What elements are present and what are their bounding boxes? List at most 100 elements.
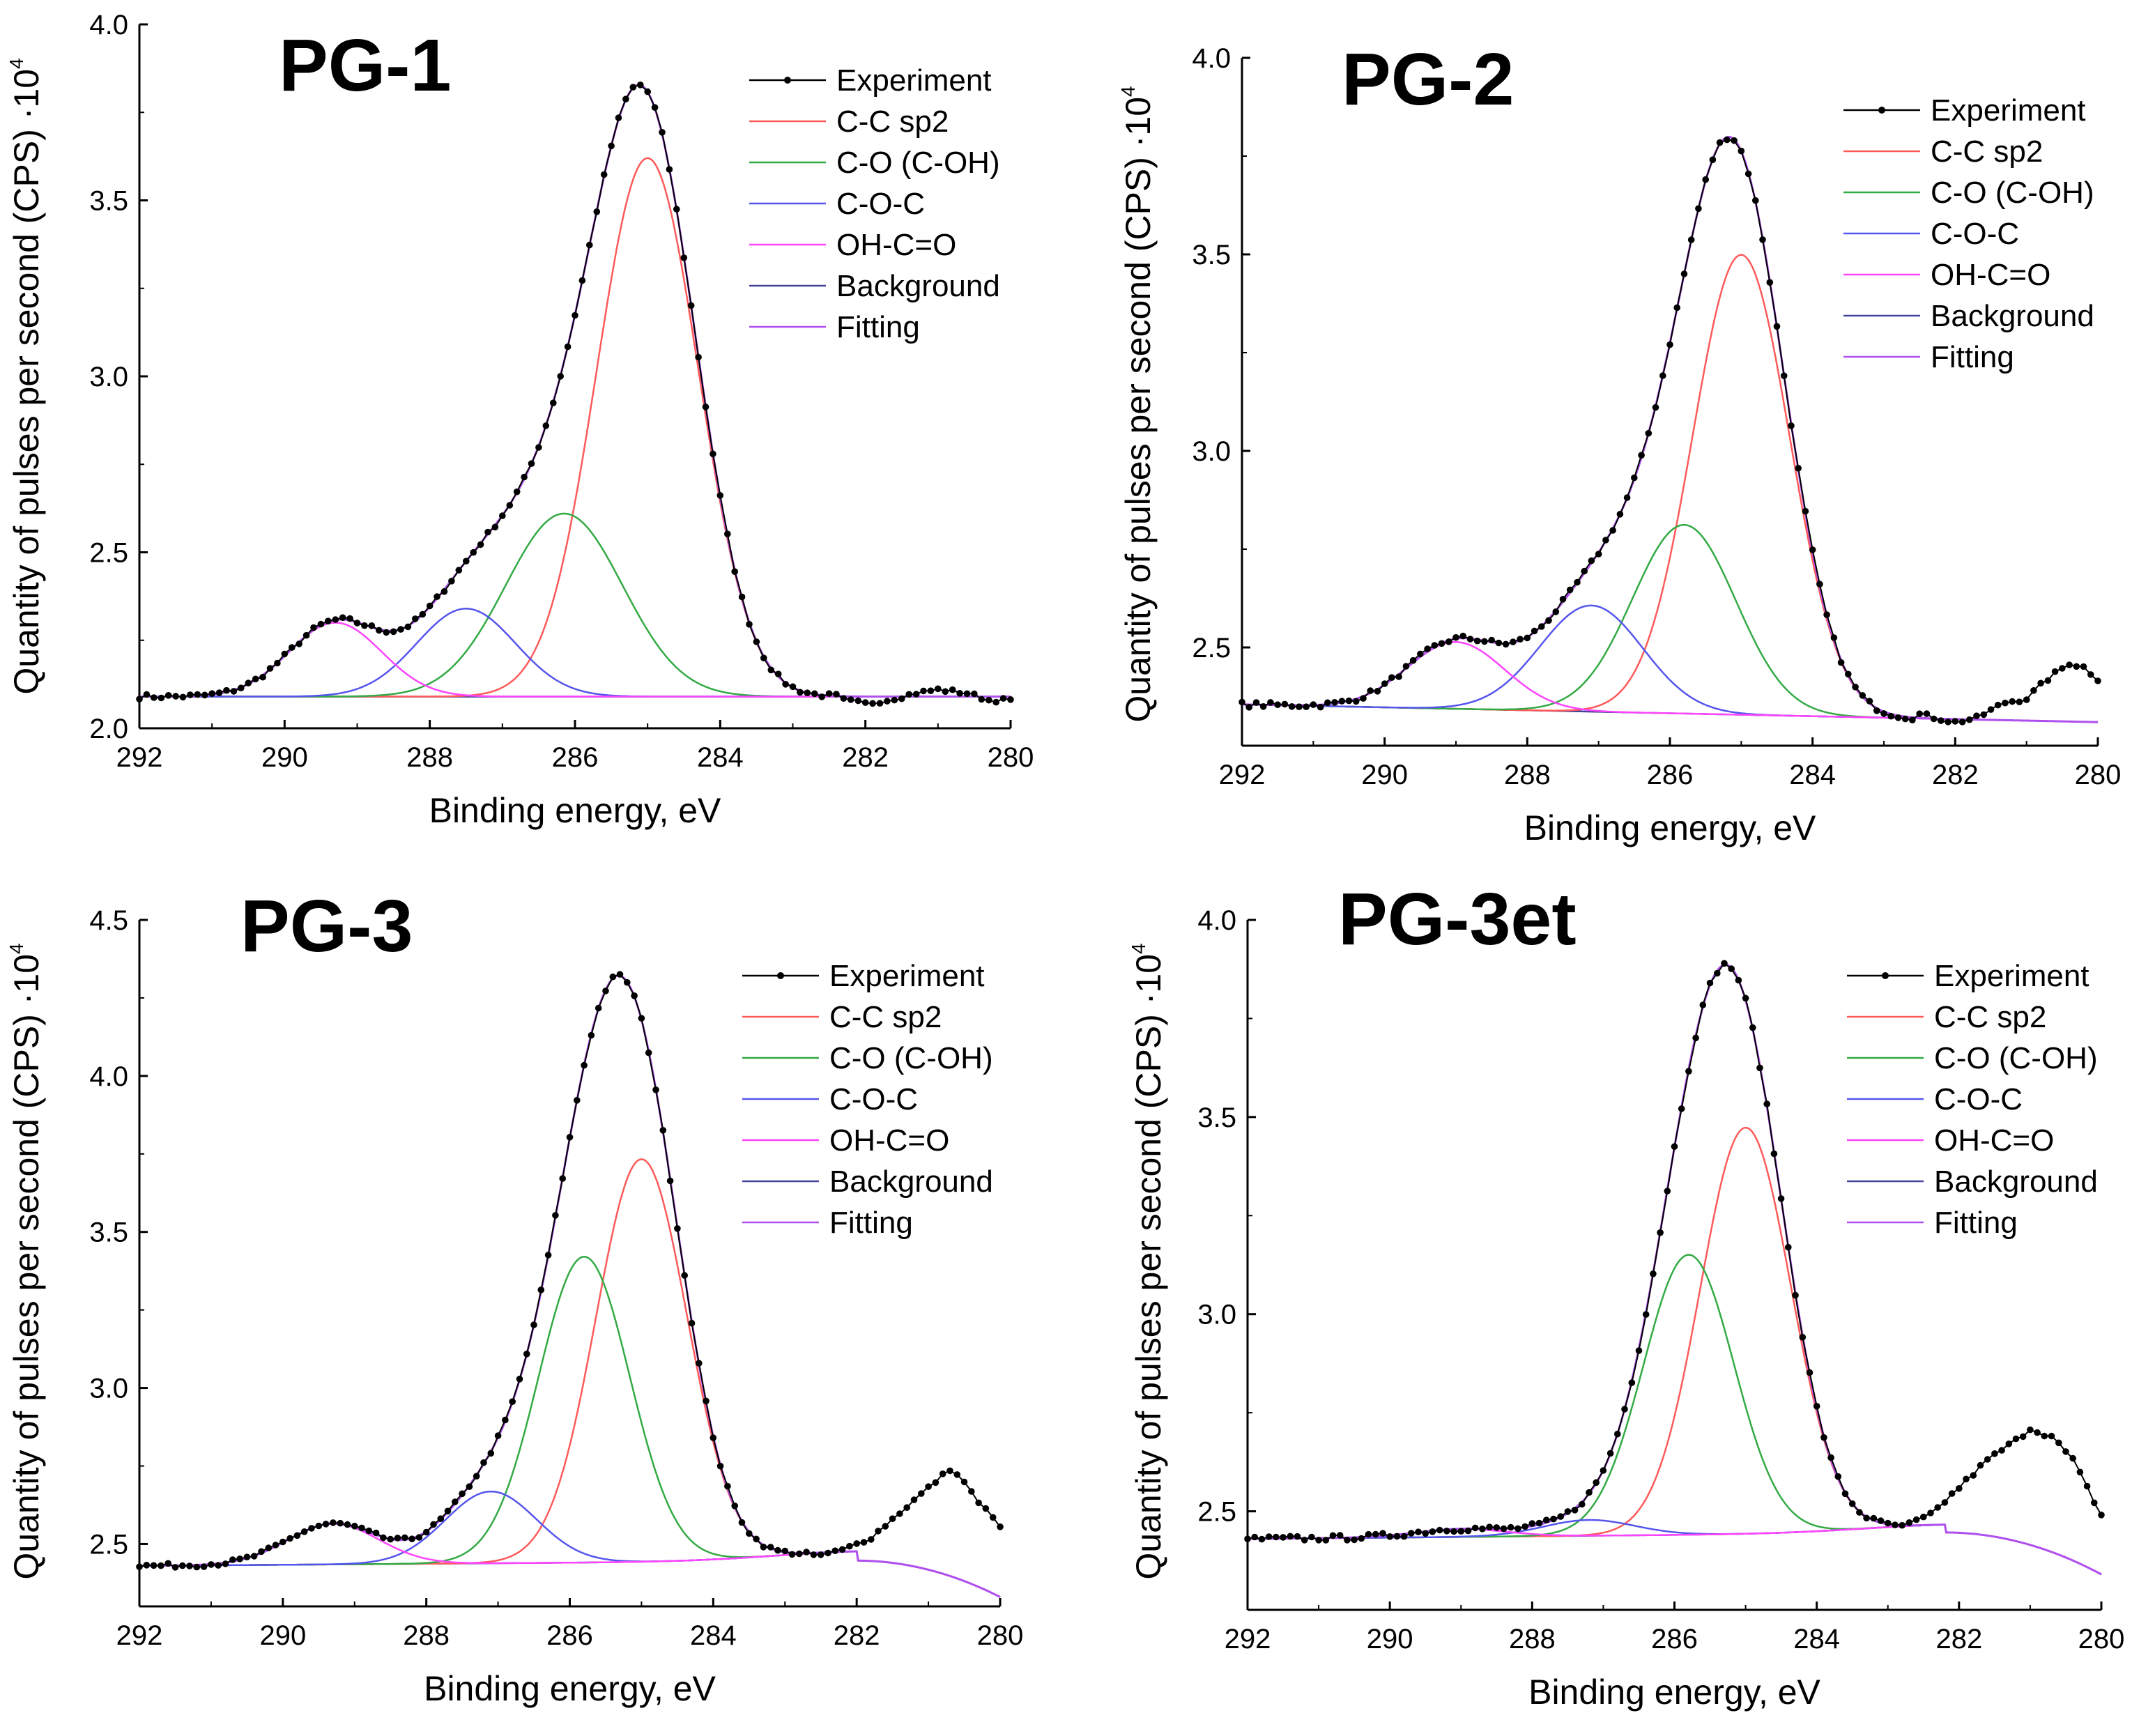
- experiment-point: [236, 1556, 243, 1562]
- ohco-curve: [1242, 640, 2099, 723]
- experiment-point: [1459, 632, 1466, 640]
- coc-curve: [1242, 604, 2099, 723]
- legend-label: C-O-C: [1934, 1082, 2023, 1116]
- experiment-point: [918, 1490, 925, 1497]
- experiment-point: [1788, 422, 1795, 429]
- experiment-point: [810, 1551, 818, 1558]
- experiment-point: [1287, 1533, 1294, 1540]
- experiment-point: [774, 670, 782, 677]
- experiment-point: [286, 1535, 293, 1542]
- legend-label: OH-C=O: [1934, 1123, 2054, 1158]
- experiment-point: [975, 1499, 982, 1507]
- experiment-point: [789, 683, 797, 691]
- x-tick-label: 284: [690, 1620, 737, 1651]
- experiment-point: [1724, 136, 1731, 144]
- legend-label: C-O (C-OH): [1931, 176, 2094, 210]
- experiment-point: [600, 171, 608, 178]
- legend-label: Fitting: [829, 1206, 913, 1240]
- experiment-point: [1559, 596, 1567, 603]
- experiment-point: [1806, 1369, 1813, 1376]
- experiment-point: [1905, 1519, 1913, 1526]
- experiment-point: [1987, 706, 1995, 713]
- y-axis-exponent: 4: [1128, 943, 1149, 954]
- experiment-point: [201, 691, 208, 699]
- experiment-point: [426, 602, 434, 610]
- experiment-point: [523, 1351, 530, 1358]
- experiment-point: [608, 142, 615, 150]
- experiment-point: [1265, 1533, 1273, 1540]
- experiment-point: [274, 659, 281, 667]
- experiment-point: [2076, 1468, 2084, 1476]
- experiment-point: [143, 691, 151, 698]
- experiment-point: [172, 693, 179, 700]
- legend-label: Fitting: [836, 310, 920, 344]
- experiment-point: [2012, 1435, 2020, 1443]
- experiment-point: [1973, 712, 1980, 719]
- experiment-point: [1770, 1150, 1778, 1158]
- experiment-point: [1550, 1515, 1557, 1523]
- y-tick-label: 4.0: [1192, 43, 1231, 74]
- experiment-point: [1528, 1520, 1536, 1527]
- experiment-point: [1816, 581, 1823, 587]
- y-axis-exponent: 4: [6, 58, 27, 69]
- experiment-point: [767, 666, 775, 674]
- y-tick-label: 3.5: [89, 1217, 128, 1248]
- experiment-point: [817, 1551, 825, 1558]
- experiment-point: [1345, 697, 1353, 705]
- experiment-point: [935, 685, 942, 693]
- x-axis-title: Binding energy, eV: [1524, 808, 1816, 847]
- experiment-point: [651, 104, 659, 111]
- experiment-point: [1324, 699, 1331, 707]
- experiment-point: [1245, 704, 1252, 711]
- experiment-point: [1948, 1490, 1956, 1497]
- experiment-point: [1645, 429, 1652, 437]
- experiment-point: [696, 1360, 703, 1367]
- legend-label: OH-C=O: [829, 1123, 949, 1158]
- legend: Experiment C-C sp2 C-O (C-OH) C-O-C OH-C=O Ba…: [1847, 959, 2098, 1240]
- experiment-point: [1514, 1525, 1521, 1533]
- experiment-point: [1802, 507, 1809, 515]
- experiment-point: [1912, 1516, 1920, 1523]
- experiment-point: [615, 114, 622, 121]
- experiment-point: [1473, 637, 1481, 645]
- experiment-point: [595, 1004, 602, 1012]
- experiment-point: [738, 1519, 746, 1526]
- coc-curve: [139, 1490, 1001, 1598]
- experiment-point: [1899, 1521, 1905, 1529]
- experiment-point: [2069, 1454, 2076, 1462]
- experiment-point: [487, 1450, 495, 1457]
- legend-label: Background: [836, 269, 1000, 303]
- experiment-point: [1827, 1454, 1834, 1461]
- experiment-point: [1673, 304, 1680, 312]
- experiment-point: [2062, 1448, 2069, 1455]
- x-tick-label: 284: [1793, 1624, 1840, 1654]
- experiment-point: [1429, 1528, 1436, 1535]
- x-tick-label: 288: [1504, 760, 1551, 790]
- experiment-point: [1507, 1523, 1514, 1531]
- experiment-point: [151, 694, 158, 701]
- x-tick-label: 288: [1509, 1624, 1556, 1654]
- experiment-point: [437, 1515, 445, 1522]
- experiment-point: [840, 695, 848, 702]
- experiment-point: [243, 1553, 251, 1560]
- experiment-point: [1666, 341, 1673, 348]
- experiment-point: [1966, 716, 1973, 723]
- experiment-point: [158, 694, 165, 702]
- experiment-point: [581, 1061, 588, 1069]
- experiment-point: [2091, 1499, 2098, 1507]
- experiment-point: [2098, 1512, 2105, 1519]
- experiment-point: [645, 1049, 652, 1057]
- experiment-point: [992, 698, 999, 706]
- y-axis-title: Quantity of pulses per second (CPS) ·104: [6, 58, 46, 694]
- experiment-point: [788, 1551, 796, 1558]
- experiment-point: [905, 691, 912, 698]
- experiment-point: [1873, 707, 1880, 714]
- experiment-point: [680, 254, 688, 261]
- experiment-point: [1379, 1530, 1386, 1537]
- experiment-point: [208, 1561, 215, 1568]
- experiment-point: [1351, 1536, 1358, 1544]
- experiment-point: [1756, 1064, 1763, 1072]
- experiment-point: [971, 690, 978, 698]
- experiment-point: [1574, 578, 1581, 586]
- experiment-point: [1885, 1519, 1892, 1527]
